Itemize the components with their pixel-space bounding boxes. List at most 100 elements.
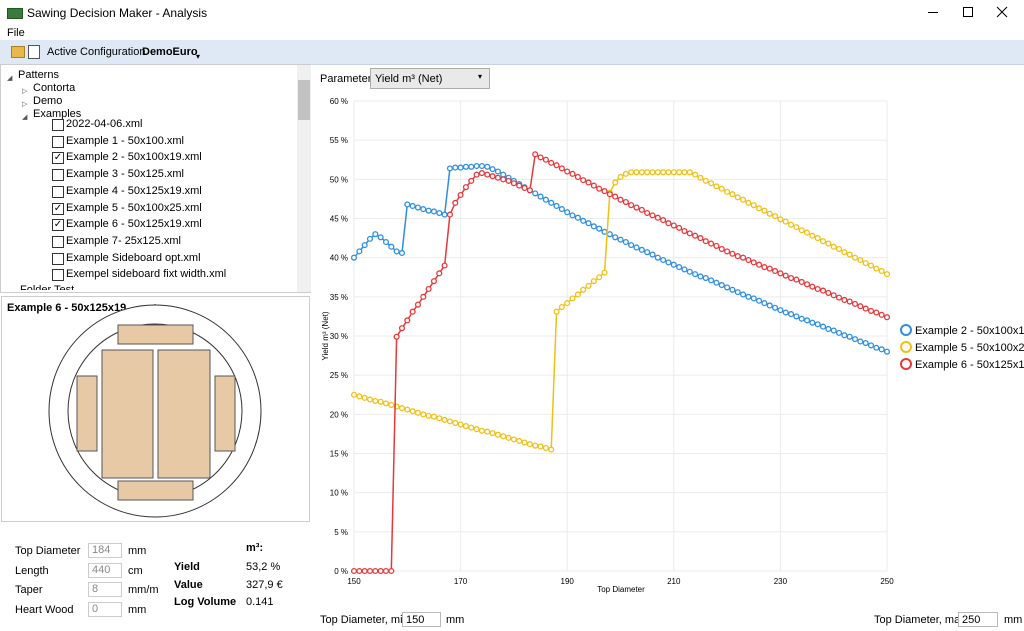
data-point bbox=[393, 248, 400, 255]
data-point bbox=[788, 221, 795, 228]
property-input[interactable]: 8 bbox=[88, 582, 122, 597]
data-point bbox=[638, 246, 645, 253]
scrollbar[interactable] bbox=[297, 65, 311, 292]
scroll-thumb[interactable] bbox=[298, 80, 310, 120]
data-point bbox=[569, 170, 576, 177]
tree-item[interactable]: Example 7- 25x125.xml bbox=[66, 234, 181, 247]
min-input[interactable]: 150 bbox=[402, 612, 441, 627]
data-point bbox=[819, 238, 827, 245]
tree-item[interactable]: 2022-04-06.xml bbox=[66, 118, 143, 130]
data-point bbox=[649, 212, 656, 219]
chart: Top Diameter Yield m³ (Net) 0 % 5 % 10 % 15… bbox=[321, 97, 1024, 594]
data-point bbox=[532, 190, 539, 197]
configuration[interactable]: DemoEuro bbox=[142, 46, 198, 58]
data-point bbox=[846, 298, 853, 305]
menu-bar bbox=[0, 25, 1024, 40]
checkbox[interactable] bbox=[52, 269, 64, 282]
checkbox[interactable]: ✓ bbox=[52, 202, 64, 215]
property-input[interactable]: 184 bbox=[88, 543, 122, 558]
tree-folder[interactable]: Folder Test bbox=[20, 284, 74, 290]
checkbox[interactable] bbox=[52, 119, 64, 131]
data-point bbox=[782, 218, 789, 225]
data-point bbox=[814, 321, 821, 328]
data-point bbox=[777, 307, 784, 314]
checkbox[interactable]: ✓ bbox=[52, 219, 64, 232]
expander[interactable]: ◢ bbox=[22, 114, 28, 121]
expander[interactable]: ▷ bbox=[22, 88, 28, 95]
checkbox[interactable] bbox=[52, 235, 64, 248]
checkbox[interactable]: ✓ bbox=[52, 152, 64, 165]
close[interactable] bbox=[996, 6, 1008, 18]
preview-icon[interactable] bbox=[28, 45, 40, 59]
tree-root[interactable]: Patterns bbox=[18, 69, 59, 81]
data-point bbox=[521, 439, 528, 446]
parameter-select[interactable] bbox=[370, 68, 490, 89]
data-point bbox=[622, 199, 629, 206]
data-point bbox=[628, 202, 635, 209]
data-point bbox=[350, 567, 358, 575]
tree-item[interactable]: Example 5 - 50x100x25.xml bbox=[66, 201, 202, 214]
expander[interactable]: ▷ bbox=[22, 101, 28, 108]
tree-item[interactable]: Example Sideboard opt.xml bbox=[66, 251, 201, 264]
property-input[interactable]: 440 bbox=[88, 562, 122, 578]
data-point bbox=[558, 303, 565, 311]
data-point bbox=[788, 311, 795, 318]
data-point bbox=[825, 240, 832, 247]
checkbox[interactable] bbox=[52, 252, 64, 265]
series-line bbox=[354, 153, 888, 572]
menu-item[interactable]: File bbox=[7, 27, 25, 39]
tree-folder[interactable]: Demo bbox=[33, 95, 63, 107]
property-unit: mm bbox=[128, 603, 147, 616]
open-icon[interactable] bbox=[11, 46, 25, 58]
data-point bbox=[740, 291, 747, 298]
parameter-value[interactable]: Yield m³ (Net) bbox=[375, 73, 443, 85]
maximize[interactable] bbox=[963, 7, 973, 17]
y-tick-label: 40 % bbox=[330, 254, 348, 263]
checkbox[interactable] bbox=[52, 135, 64, 148]
parameter-label: Parameter: bbox=[320, 73, 375, 85]
data-point bbox=[425, 207, 432, 214]
x-tick-label: 210 bbox=[667, 577, 681, 586]
data-point bbox=[612, 193, 619, 200]
tree-folder[interactable]: Contorta bbox=[33, 82, 76, 94]
tree-item[interactable]: Example 3 - 50x125.xml bbox=[66, 168, 184, 181]
data-point bbox=[350, 391, 358, 398]
toolbar-overflow[interactable]: ▾ bbox=[196, 52, 201, 61]
data-point bbox=[745, 256, 752, 264]
max-input[interactable]: 250 bbox=[958, 612, 998, 627]
tree-item[interactable]: Example 6 - 50x125x19.xml bbox=[66, 218, 202, 231]
data-point bbox=[516, 437, 523, 445]
data-point bbox=[398, 405, 406, 412]
tree-item[interactable]: Exempel sideboard fixt width.xml bbox=[66, 268, 227, 281]
window-title: Sawing Decision Maker - Analysis bbox=[27, 6, 208, 20]
data-point bbox=[633, 169, 640, 176]
data-point bbox=[430, 278, 437, 285]
data-point bbox=[377, 234, 384, 241]
data-point bbox=[404, 201, 411, 208]
legend-marker bbox=[900, 358, 912, 370]
checkbox[interactable] bbox=[52, 169, 64, 182]
dropdown-arrow[interactable]: ▾ bbox=[478, 72, 483, 81]
min-label: Top Diameter, min. bbox=[320, 614, 412, 626]
data-point bbox=[601, 228, 608, 235]
data-point bbox=[484, 171, 491, 178]
data-point bbox=[745, 293, 752, 300]
data-point bbox=[729, 250, 736, 257]
data-point bbox=[612, 234, 619, 241]
data-point bbox=[782, 272, 789, 279]
data-point bbox=[654, 214, 661, 221]
data-point bbox=[809, 283, 816, 290]
tree-item[interactable]: Example 2 - 50x100x19.xml bbox=[66, 151, 202, 164]
property-input[interactable]: 0 bbox=[88, 601, 122, 617]
tree-folder[interactable]: Examples bbox=[33, 108, 82, 120]
tree-item[interactable]: Example 4 - 50x125x19.xml bbox=[66, 184, 202, 197]
data-point bbox=[803, 281, 811, 288]
tree-item[interactable]: Example 1 - 50x100.xml bbox=[66, 134, 184, 147]
expander[interactable]: ◢ bbox=[7, 75, 13, 82]
data-point bbox=[638, 206, 645, 213]
data-point bbox=[521, 184, 528, 191]
data-point bbox=[702, 274, 709, 282]
checkbox[interactable] bbox=[52, 185, 64, 198]
data-point bbox=[420, 411, 427, 418]
data-point bbox=[819, 323, 827, 330]
